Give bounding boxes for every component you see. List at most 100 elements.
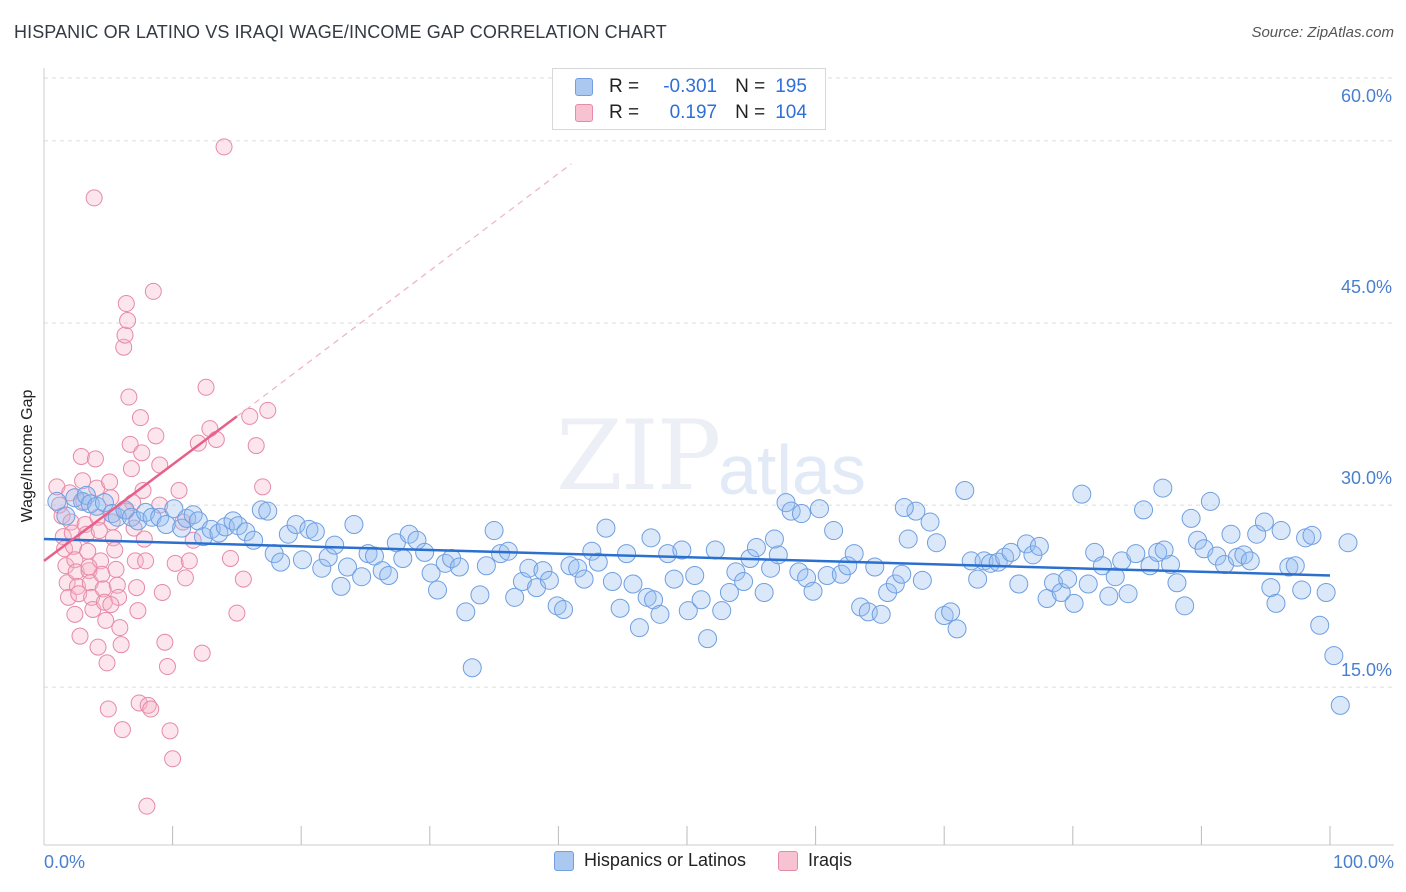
iraqis-point: [161, 722, 179, 740]
iraqis-point: [72, 448, 90, 465]
iraqis-trend-line: [43, 415, 238, 562]
hispanics-point: [698, 629, 718, 649]
hispanics-point: [102, 504, 122, 524]
hispanics-point: [1134, 500, 1154, 520]
iraqis-point: [137, 552, 155, 570]
hispanics-point: [809, 499, 829, 519]
hispanics-points: [47, 478, 1358, 715]
hispanics-point: [754, 582, 774, 602]
hispanics-point: [610, 598, 630, 618]
hispanics-point: [705, 540, 725, 560]
hispanics-point: [789, 562, 809, 582]
hispanics-point: [1029, 536, 1049, 556]
iraqis-point: [247, 437, 265, 455]
legend-r-label: R =: [609, 102, 640, 123]
iraqis-point: [117, 295, 135, 313]
hispanics-point: [1161, 555, 1181, 575]
hispanics-point: [1078, 574, 1098, 594]
iraqis-point: [102, 596, 120, 614]
iraqis-point: [122, 460, 140, 478]
iraqis-point: [66, 551, 84, 569]
iraqis-point: [221, 549, 239, 567]
iraqis-point: [129, 602, 147, 620]
hispanics-point: [791, 504, 811, 524]
iraqis-point: [66, 605, 84, 623]
hispanics-point: [415, 542, 435, 562]
hispanics-point: [844, 544, 864, 564]
hispanics-point: [602, 572, 622, 592]
hispanics-point: [1072, 484, 1092, 504]
hispanics-point: [462, 658, 482, 678]
legend-row-iraqis: R = 0.197 N = 104: [575, 100, 807, 126]
hispanics-point: [352, 567, 372, 587]
iraqis-point: [90, 522, 108, 540]
hispanics-point: [278, 524, 298, 544]
hispanics-point: [193, 527, 213, 547]
chart-title: HISPANIC OR LATINO VS IRAQI WAGE/INCOME …: [14, 22, 667, 42]
hispanics-point: [885, 574, 905, 594]
hispanics-point: [1175, 596, 1195, 616]
hispanics-point: [1200, 491, 1220, 511]
hispanics-point: [734, 572, 754, 592]
hispanics-point: [533, 561, 553, 581]
iraqis-point: [106, 541, 124, 559]
x-tick-label-min: 0.0%: [44, 852, 86, 872]
hispanics-point: [399, 524, 419, 544]
iraqis-point: [158, 658, 176, 676]
iraqis-point: [144, 282, 162, 300]
hispanics-point: [435, 553, 455, 573]
y-axis-label: Wage/Income Gap: [19, 389, 36, 523]
hispanics-point: [1266, 593, 1286, 613]
legend-item-hispanics[interactable]: Hispanics or Latinos: [553, 850, 746, 871]
hispanics-point: [1001, 542, 1021, 562]
hispanics-point: [1324, 646, 1344, 666]
legend-r-value: -0.301: [663, 76, 718, 97]
hispanics-point: [456, 602, 476, 622]
hispanics-point: [1009, 574, 1029, 594]
iraqis-point: [133, 444, 151, 462]
hispanics-point: [325, 535, 345, 555]
hispanics-point: [365, 546, 385, 566]
hispanics-point: [691, 590, 711, 610]
hispanics-point: [1153, 478, 1173, 498]
hispanics-point: [629, 618, 649, 638]
hispanics-point: [337, 557, 357, 577]
hispanics-point: [379, 565, 399, 585]
hispanics-point: [271, 552, 291, 572]
iraqis-point: [94, 580, 112, 598]
hispanics-point: [764, 529, 784, 549]
iraqis-point: [112, 636, 130, 654]
hispanics-point: [519, 558, 539, 578]
hispanics-point: [1279, 557, 1299, 577]
iraqis-point: [121, 435, 139, 453]
iraqis-point: [113, 721, 131, 739]
hispanics-point: [664, 569, 684, 589]
iraqis-point: [176, 569, 194, 587]
hispanics-point: [156, 514, 176, 534]
hispanics-point: [393, 548, 413, 568]
iraqis-point: [98, 654, 116, 672]
hispanics-point: [672, 540, 692, 560]
iraqis-point: [86, 450, 104, 468]
iraqis-point: [142, 700, 160, 718]
watermark-zip: ZIP: [556, 400, 721, 512]
hispanics-trend-line: [43, 537, 1331, 577]
hispanics-point: [172, 518, 192, 538]
iraqis-point: [197, 378, 215, 396]
hispanics-point: [588, 552, 608, 572]
hispanics-point: [1285, 556, 1305, 576]
iraqis-point: [50, 496, 68, 514]
hispanics-point: [865, 557, 885, 577]
hispanics-point: [1126, 544, 1146, 564]
hispanics-point: [623, 574, 643, 594]
x-tick-marks: [172, 826, 1331, 845]
legend-item-iraqis[interactable]: Iraqis: [778, 850, 852, 871]
hispanics-point: [560, 556, 580, 576]
iraqis-point: [119, 312, 137, 330]
hispanics-point: [906, 501, 926, 521]
iraqis-point: [259, 401, 277, 419]
iraqis-point: [135, 530, 153, 548]
hispanics-point: [1338, 533, 1358, 553]
iraqis-point: [99, 700, 117, 718]
